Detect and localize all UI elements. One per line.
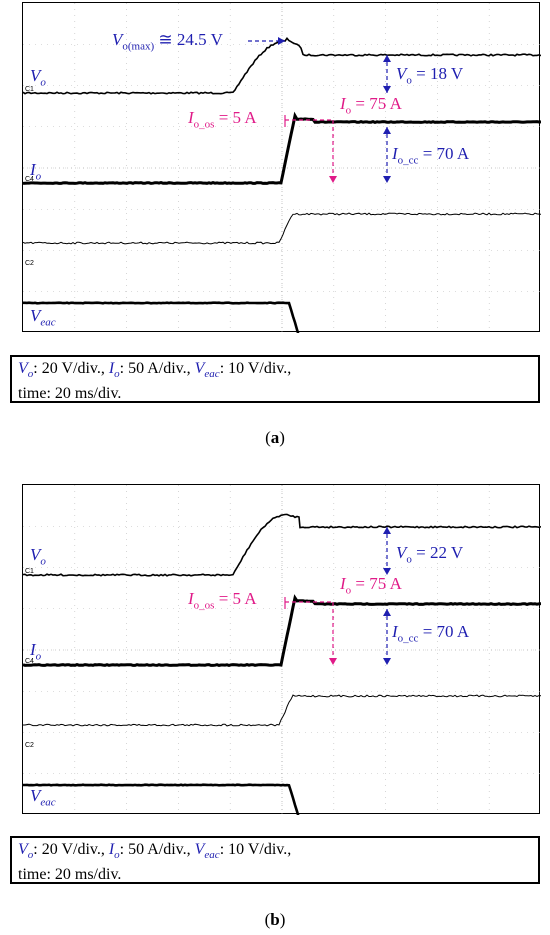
c2-trace bbox=[23, 694, 541, 727]
io-cc-annotation-b: Io_cc = 70 A bbox=[392, 622, 470, 645]
vo-label-a: Vo bbox=[30, 66, 46, 89]
veac-label-a: Veac bbox=[30, 306, 56, 329]
arrow-head bbox=[383, 527, 391, 534]
io-label-b: Io bbox=[30, 640, 42, 663]
scale-caption-b: Vo: 20 V/div., Io: 50 A/div., Veac: 10 V… bbox=[10, 836, 540, 884]
veac-trace bbox=[23, 301, 300, 333]
arrow-head bbox=[383, 176, 391, 183]
vo-step-annotation-a: Vo = 18 V bbox=[396, 64, 464, 87]
panel-label-b: (b) bbox=[264, 910, 286, 929]
vo-step-annotation-b: Vo = 22 V bbox=[396, 543, 464, 566]
channel-marker: C4 bbox=[25, 658, 34, 665]
vo-label-b: Vo bbox=[30, 545, 46, 568]
c2-trace bbox=[23, 212, 541, 245]
io-overshoot-annotation-a: Io_os = 5 A bbox=[188, 108, 257, 131]
channel-marker: C2 bbox=[25, 742, 34, 749]
io-value-annotation-b: Io = 75 A bbox=[340, 574, 402, 597]
channel-marker: C1 bbox=[25, 86, 34, 93]
vo-trace bbox=[23, 513, 541, 577]
io-trace bbox=[23, 594, 541, 667]
io-value-annotation-a: Io = 75 A bbox=[340, 94, 402, 117]
arrow-head bbox=[278, 37, 285, 45]
scope-screen-b: C1C4C2C3 bbox=[22, 484, 541, 815]
panel-label-a: (a) bbox=[265, 428, 285, 447]
arrow-head bbox=[383, 86, 391, 93]
veac-trace bbox=[23, 783, 300, 815]
io-label-a: Io bbox=[30, 160, 42, 183]
arrow-head bbox=[383, 127, 391, 134]
arrow-head bbox=[383, 609, 391, 616]
arrow-head bbox=[383, 568, 391, 575]
arrow-head bbox=[383, 658, 391, 665]
veac-label-b: Veac bbox=[30, 786, 56, 809]
vo-max-annotation-a: Vo(max) ≅ 24.5 V bbox=[112, 30, 223, 53]
oscilloscope-plot-a: C1C4C2C3 bbox=[23, 3, 541, 333]
channel-marker: C2 bbox=[25, 260, 34, 267]
arrow-head bbox=[329, 176, 337, 183]
arrow-head bbox=[383, 55, 391, 62]
io-cc-annotation-a: Io_cc = 70 A bbox=[392, 144, 470, 167]
oscilloscope-plot-b: C1C4C2C3 bbox=[23, 485, 541, 815]
channel-marker: C4 bbox=[25, 176, 34, 183]
io-trace bbox=[23, 111, 541, 185]
io-overshoot-annotation-b: Io_os = 5 A bbox=[188, 589, 257, 612]
scale-caption-a: Vo: 20 V/div., Io: 50 A/div., Veac: 10 V… bbox=[10, 355, 540, 403]
scope-screen-a: C1C4C2C3 bbox=[22, 2, 541, 333]
channel-marker: C1 bbox=[25, 568, 34, 575]
arrow-head bbox=[329, 658, 337, 665]
